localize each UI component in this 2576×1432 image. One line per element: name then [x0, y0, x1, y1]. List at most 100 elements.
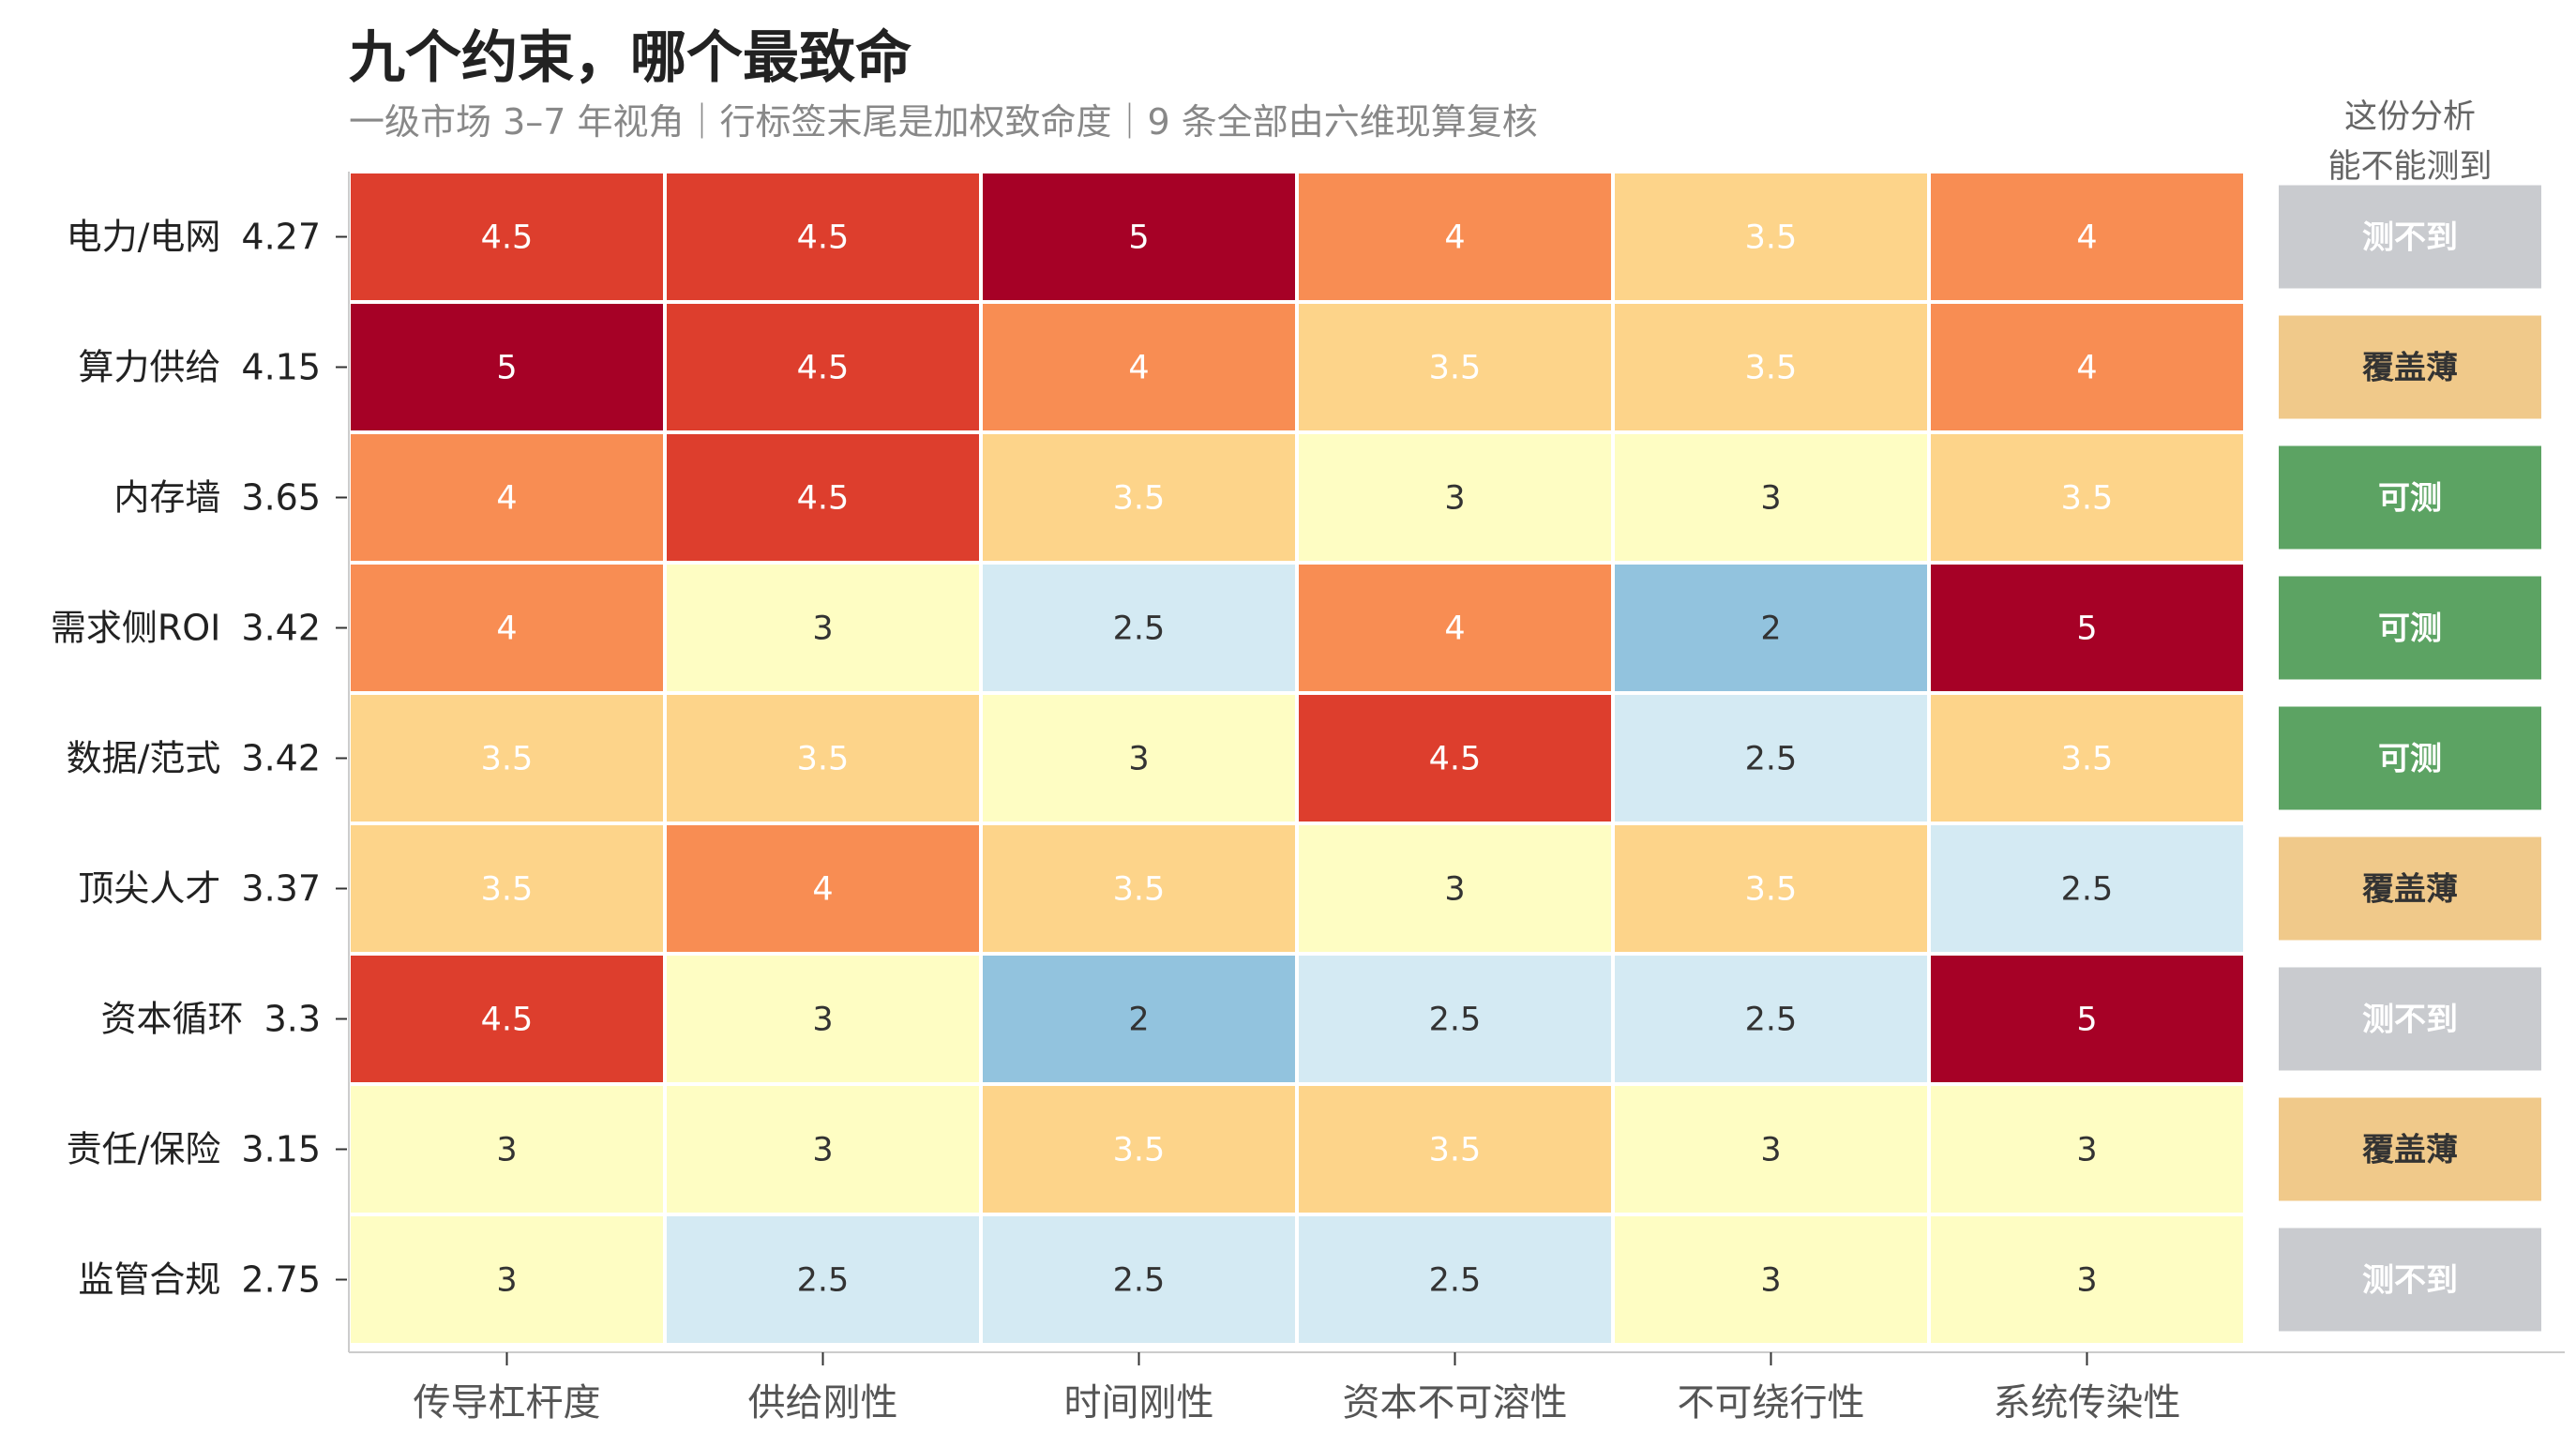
heatmap-cell [983, 956, 1295, 1082]
column-label: 系统传染性 [1994, 1381, 2181, 1424]
cell-value-label: 3 [496, 1132, 517, 1169]
cell-value-label: 4.5 [481, 1002, 534, 1039]
heatmap-cell [667, 825, 979, 952]
heatmap-cell [983, 695, 1295, 822]
heatmap-cell [1299, 1086, 1611, 1213]
heatmap-cell [1615, 695, 1927, 822]
row-label: 算力供给 4.15 [78, 347, 321, 388]
cell-value-label: 3 [812, 1132, 833, 1169]
status-label: 可测 [2378, 741, 2442, 778]
heatmap-cell [1299, 173, 1611, 300]
heatmap-cell [1931, 565, 2243, 691]
cell-value-label: 4 [1444, 610, 1465, 648]
heatmap-cell [667, 434, 979, 561]
row-label: 责任/保险 3.15 [67, 1129, 321, 1170]
cell-value-label: 3 [2076, 1132, 2097, 1169]
cell-value-label: 3.5 [481, 741, 534, 778]
cell-value-label: 5 [2076, 610, 2097, 648]
cell-value-label: 4 [1444, 219, 1465, 257]
heatmap-cell [667, 956, 979, 1082]
heatmap-cell [983, 565, 1295, 691]
column-label: 时间刚性 [1064, 1381, 1214, 1424]
cell-value-label: 2.5 [1745, 741, 1798, 778]
heatmap-cell [983, 1086, 1295, 1213]
heatmap-cell [983, 304, 1295, 430]
cell-value-label: 2.5 [2061, 871, 2114, 909]
cell-value-label: 3.5 [2061, 741, 2114, 778]
status-badge [2279, 1097, 2541, 1201]
heatmap-cell [351, 1216, 663, 1343]
heatmap-cell [1615, 565, 1927, 691]
column-labels: 传导杠杆度 供给刚性 时间刚性 资本不可溶性 不可绕行性 系统传染性 [414, 1381, 2181, 1424]
cell-value-label: 3 [2076, 1262, 2097, 1300]
heatmap-cell [351, 956, 663, 1082]
cell-value-label: 4 [2076, 219, 2097, 257]
row-label: 数据/范式 3.42 [67, 738, 321, 779]
cell-value-label: 4 [496, 610, 517, 648]
axes [336, 172, 2565, 1365]
heatmap-cell [667, 173, 979, 300]
row-label: 资本循环 3.3 [101, 999, 321, 1040]
status-badge [2279, 837, 2541, 941]
cell-value-label: 4 [1128, 350, 1149, 387]
status-badge [2279, 445, 2541, 550]
heatmap-cell [1299, 695, 1611, 822]
heatmap-cell [667, 1086, 979, 1213]
cell-value-label: 3.5 [1113, 480, 1166, 518]
status-badge [2279, 315, 2541, 419]
heatmap-cell [351, 825, 663, 952]
cell-value-label: 2.5 [1113, 610, 1166, 648]
heatmap-cell [1931, 304, 2243, 430]
cell-value-label: 3.5 [481, 871, 534, 909]
heatmap-cell [1615, 304, 1927, 430]
chart-title: 九个约束，哪个最致命 [349, 25, 911, 91]
heatmap-cell [351, 695, 663, 822]
status-label: 测不到 [2362, 219, 2458, 257]
status-badge [2279, 1228, 2541, 1332]
heatmap-cell [1931, 1216, 2243, 1343]
heatmap-cell [667, 565, 979, 691]
cell-value-label: 3 [812, 610, 833, 648]
heatmap-cells: 4.5 4.5 5 4 3.5 4 5 4.5 4 3.5 3.5 4 4 4.5 3.5 3 3 3.5 4 3 2.… [351, 173, 2243, 1343]
row-label: 监管合规 2.75 [78, 1259, 321, 1301]
heatmap-cell [667, 695, 979, 822]
heatmap-cell [1299, 565, 1611, 691]
cell-value-label: 4.5 [797, 350, 850, 387]
row-label: 内存墙 3.65 [113, 477, 321, 519]
heatmap-cell [1299, 434, 1611, 561]
row-label: 需求侧ROI 3.42 [51, 608, 321, 649]
cell-value-label: 3 [1760, 480, 1781, 518]
cell-value-label: 3.5 [1745, 871, 1798, 909]
heatmap-cell [1615, 825, 1927, 952]
column-label: 不可绕行性 [1678, 1381, 1865, 1424]
cell-value-label: 5 [496, 350, 517, 387]
cell-value-label: 2.5 [1745, 1002, 1798, 1039]
cell-value-label: 3 [496, 1262, 517, 1300]
heatmap-cell [1299, 304, 1611, 430]
cell-value-label: 3.5 [1429, 1132, 1482, 1169]
cell-value-label: 3.5 [1113, 1132, 1166, 1169]
heatmap-cell [1615, 1216, 1927, 1343]
heatmap-cell [1299, 1216, 1611, 1343]
heatmap-cell [1615, 1086, 1927, 1213]
cell-value-label: 3.5 [1429, 350, 1482, 387]
column-label: 供给刚性 [748, 1381, 898, 1424]
heatmap-cell [351, 304, 663, 430]
status-label: 测不到 [2362, 1262, 2458, 1300]
heatmap-cell [1615, 173, 1927, 300]
heatmap-cell [983, 1216, 1295, 1343]
heatmap-cell [1931, 1086, 2243, 1213]
cell-value-label: 2 [1760, 610, 1781, 648]
status-label: 可测 [2378, 480, 2442, 518]
cell-value-label: 5 [1128, 219, 1149, 257]
heatmap-cell [667, 304, 979, 430]
cell-value-label: 2.5 [1113, 1262, 1166, 1300]
heatmap-cell [1931, 956, 2243, 1082]
cell-value-label: 3.5 [1745, 350, 1798, 387]
status-label: 可测 [2378, 610, 2442, 648]
cell-value-label: 4.5 [797, 480, 850, 518]
status-label: 测不到 [2362, 1002, 2458, 1039]
heatmap-cell [1299, 956, 1611, 1082]
